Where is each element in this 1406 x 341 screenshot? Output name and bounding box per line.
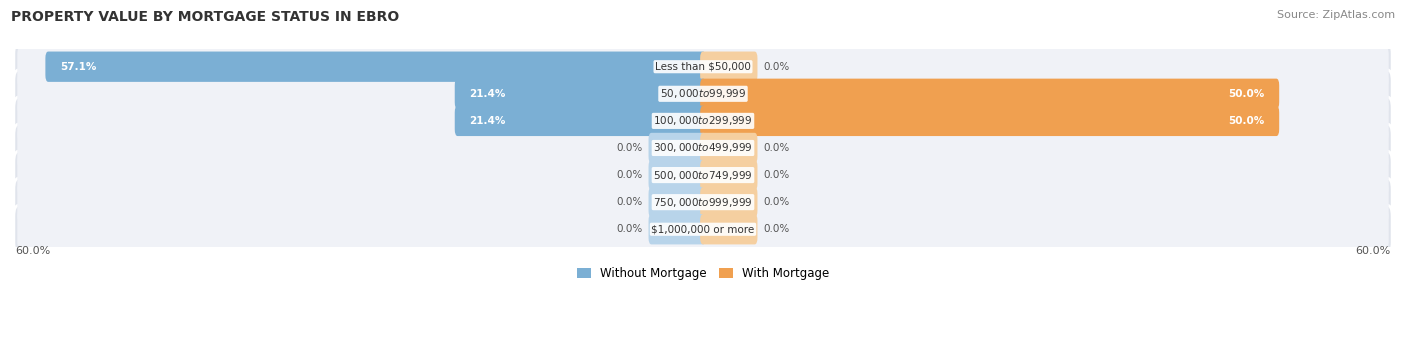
FancyBboxPatch shape [648,160,706,190]
FancyBboxPatch shape [14,97,1392,145]
FancyBboxPatch shape [14,43,1392,91]
Text: 21.4%: 21.4% [470,116,505,126]
FancyBboxPatch shape [454,106,706,136]
Text: 0.0%: 0.0% [616,224,643,234]
FancyBboxPatch shape [700,187,758,217]
Text: Source: ZipAtlas.com: Source: ZipAtlas.com [1277,10,1395,20]
FancyBboxPatch shape [17,182,1389,222]
FancyBboxPatch shape [700,214,758,244]
Text: $300,000 to $499,999: $300,000 to $499,999 [654,142,752,154]
Text: $750,000 to $999,999: $750,000 to $999,999 [654,196,752,209]
FancyBboxPatch shape [700,79,1279,109]
FancyBboxPatch shape [14,205,1392,253]
Text: 0.0%: 0.0% [763,62,790,72]
Text: 50.0%: 50.0% [1229,89,1265,99]
FancyBboxPatch shape [17,47,1389,87]
FancyBboxPatch shape [14,70,1392,118]
Text: 60.0%: 60.0% [1355,246,1391,256]
FancyBboxPatch shape [648,187,706,217]
FancyBboxPatch shape [700,160,758,190]
Text: 21.4%: 21.4% [470,89,505,99]
Text: 0.0%: 0.0% [616,197,643,207]
Text: $1,000,000 or more: $1,000,000 or more [651,224,755,234]
FancyBboxPatch shape [700,133,758,163]
FancyBboxPatch shape [17,209,1389,249]
FancyBboxPatch shape [17,155,1389,195]
FancyBboxPatch shape [700,106,1279,136]
Text: 57.1%: 57.1% [59,62,96,72]
FancyBboxPatch shape [17,101,1389,141]
Text: $100,000 to $299,999: $100,000 to $299,999 [654,114,752,128]
Text: 50.0%: 50.0% [1229,116,1265,126]
Legend: Without Mortgage, With Mortgage: Without Mortgage, With Mortgage [572,262,834,284]
Text: 0.0%: 0.0% [763,170,790,180]
FancyBboxPatch shape [700,51,758,82]
FancyBboxPatch shape [454,79,706,109]
FancyBboxPatch shape [14,151,1392,199]
Text: 0.0%: 0.0% [763,197,790,207]
Text: 0.0%: 0.0% [616,170,643,180]
FancyBboxPatch shape [14,124,1392,172]
FancyBboxPatch shape [648,214,706,244]
Text: 0.0%: 0.0% [616,143,643,153]
Text: PROPERTY VALUE BY MORTGAGE STATUS IN EBRO: PROPERTY VALUE BY MORTGAGE STATUS IN EBR… [11,10,399,24]
Text: 0.0%: 0.0% [763,224,790,234]
Text: 60.0%: 60.0% [15,246,51,256]
Text: 0.0%: 0.0% [763,143,790,153]
FancyBboxPatch shape [17,128,1389,168]
Text: $500,000 to $749,999: $500,000 to $749,999 [654,168,752,181]
FancyBboxPatch shape [17,74,1389,114]
FancyBboxPatch shape [45,51,706,82]
Text: $50,000 to $99,999: $50,000 to $99,999 [659,87,747,100]
FancyBboxPatch shape [14,178,1392,226]
Text: Less than $50,000: Less than $50,000 [655,62,751,72]
FancyBboxPatch shape [648,133,706,163]
